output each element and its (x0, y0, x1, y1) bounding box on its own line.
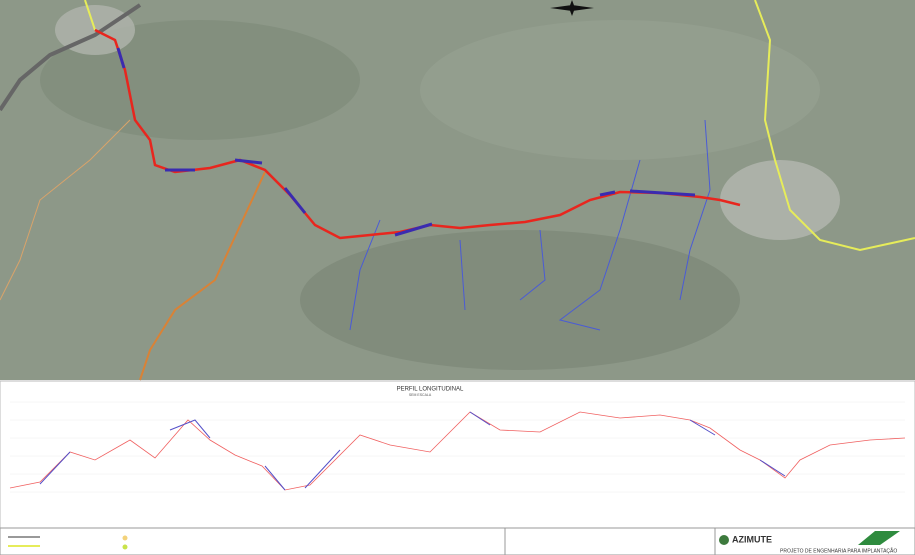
river (349, 119, 711, 331)
profile-subtitle: SEM ESCALA (409, 393, 432, 397)
company-logo (719, 535, 729, 545)
legend-swatch (122, 544, 128, 550)
legend-swatch (122, 535, 128, 541)
title-block: AZIMUTE PROJETO DE ENGENHARIA PARA IMPLA… (0, 527, 915, 555)
client-logo (858, 531, 900, 545)
profile: PERFIL LONGITUDINAL SEM ESCALA (0, 380, 915, 529)
map (0, 0, 915, 381)
profile-segment (39, 411, 786, 491)
route-segment (116, 47, 696, 237)
profile-frame (0, 380, 915, 529)
north-arrow (550, 0, 594, 16)
local-road (0, 119, 131, 301)
title-block-frame (0, 527, 915, 555)
highway (0, 3, 142, 112)
profile-grid (10, 401, 905, 493)
profile-title: PERFIL LONGITUDINAL (397, 387, 464, 393)
local-road (139, 171, 266, 381)
project-title: PROJETO DE ENGENHARIA PARA IMPLANTAÇÃO (780, 547, 897, 554)
state-road (84, 0, 96, 31)
company-name: AZIMUTE (732, 534, 772, 544)
state-road (754, 0, 915, 252)
urban-area (720, 160, 840, 240)
terrain-patch (420, 20, 820, 160)
